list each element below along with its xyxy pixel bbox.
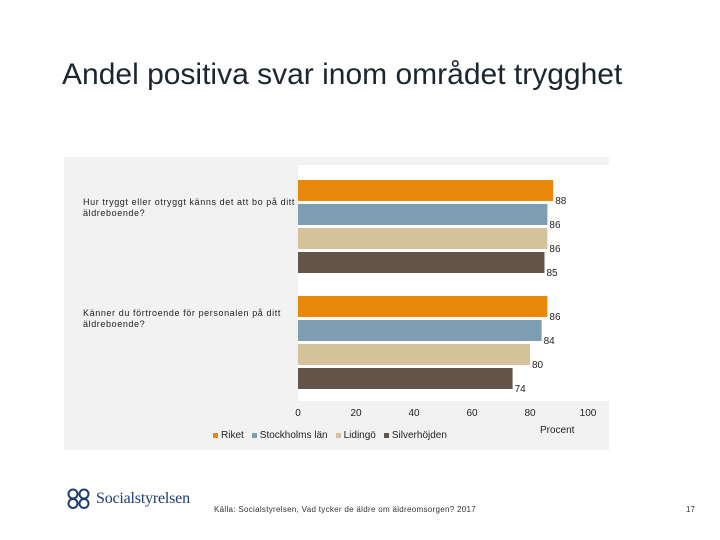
legend-item-lidingo: Lidingö [335,430,376,441]
legend-label-lidingo: Lidingö [343,430,376,441]
data-label-stockholms-lan-q2: 84 [544,336,556,347]
x-tick-label: 0 [295,408,301,419]
bar-stockholms-lan-q2 [298,320,542,341]
bar-stockholms-lan-q1 [298,204,548,225]
bar-riket-q1 [298,180,554,201]
legend-swatch-lidingo [335,433,341,438]
legend-item-stockholms-lan: Stockholms län [251,430,328,441]
data-label-lidingo-q1: 86 [549,244,561,255]
source-note: Källa: Socialstyrelsen, Vad tycker de äl… [214,505,477,514]
data-label-stockholms-lan-q1: 86 [549,220,561,231]
x-tick-label: 80 [524,408,536,419]
category-label-1: Känner du förtroende för personalen på d… [83,308,281,329]
legend-swatch-silverhojden [383,433,389,438]
slide-title: Andel positiva svar inom området trygghe… [62,58,623,91]
socialstyrelsen-logo: Socialstyrelsen [66,488,190,510]
data-label-silverhojden-q2: 74 [515,384,527,395]
data-label-riket-q2: 86 [549,312,561,323]
bar-silverhojden-q1 [298,252,545,273]
legend-item-silverhojden: Silverhöjden [383,430,447,441]
x-axis-label: Procent [540,425,575,436]
x-tick-label: 40 [408,408,420,419]
bar-lidingo-q1 [298,228,548,249]
bar-silverhojden-q2 [298,368,513,389]
legend-label-stockholms-lan: Stockholms län [259,430,328,441]
data-label-silverhojden-q1: 85 [547,268,559,279]
page-number: 17 [686,505,695,514]
x-tick-label: 100 [580,408,597,419]
chart-legend: Riket Stockholms län Lidingö Silverhöjde… [213,430,447,441]
logo-emblem-icon [67,488,90,509]
bar-lidingo-q2 [298,344,530,365]
data-label-riket-q1: 88 [555,196,567,207]
legend-label-riket: Riket [221,430,244,441]
x-tick-label: 20 [350,408,362,419]
legend-label-silverhojden: Silverhöjden [391,430,447,441]
logo-text: Socialstyrelsen [96,490,190,507]
legend-item-riket: Riket [213,430,244,441]
category-label-0: Hur tryggt eller otryggt känns det att b… [83,197,295,218]
data-label-lidingo-q2: 80 [532,360,544,371]
legend-swatch-stockholms-lan [251,433,257,438]
legend-swatch-riket [213,433,218,438]
x-tick-label: 60 [466,408,478,419]
bar-riket-q2 [298,296,548,317]
